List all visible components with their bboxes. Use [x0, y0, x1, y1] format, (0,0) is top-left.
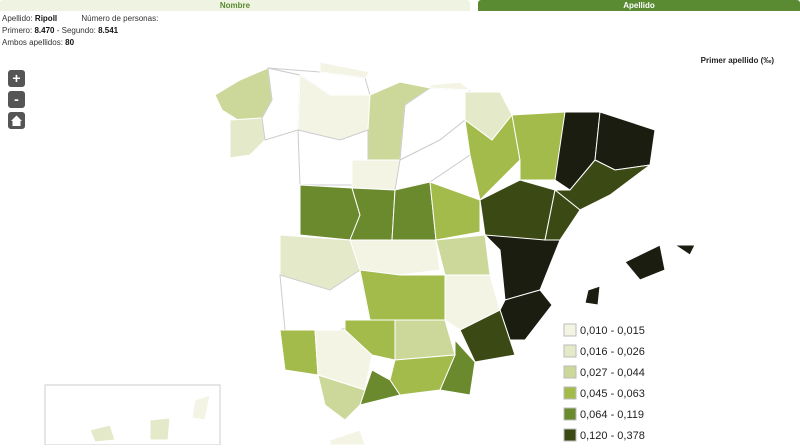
- province[interactable]: [279, 329, 319, 376]
- legend-swatch: [563, 407, 577, 421]
- legend-label: 0,010 - 0,015: [580, 325, 645, 337]
- province[interactable]: [191, 394, 211, 421]
- legend-swatch: [563, 344, 577, 358]
- tab[interactable]: Nombre: [0, 0, 470, 11]
- province[interactable]: [511, 111, 566, 181]
- legend-label: 0,045 - 0,063: [580, 388, 645, 400]
- legend-label: 0,064 - 0,119: [580, 409, 644, 421]
- province[interactable]: [391, 181, 437, 241]
- value: 8.470: [34, 26, 55, 35]
- value: Ripoll: [34, 14, 58, 23]
- province[interactable]: [314, 329, 373, 391]
- province[interactable]: [299, 184, 361, 241]
- legend-swatch: [563, 428, 577, 442]
- legend-title: Primer apellido (‰): [700, 56, 774, 65]
- province[interactable]: [435, 234, 491, 276]
- home-button[interactable]: [8, 112, 25, 129]
- zoom-in[interactable]: +: [8, 70, 25, 87]
- label: Número de personas:: [81, 14, 159, 23]
- tab[interactable]: Apellido: [478, 0, 800, 11]
- value: 80: [65, 38, 75, 47]
- province[interactable]: [319, 61, 371, 79]
- label: Primero:: [2, 26, 33, 35]
- province[interactable]: [214, 67, 273, 121]
- provinces: [44, 61, 696, 445]
- label: - Segundo:: [56, 26, 96, 35]
- province[interactable]: [44, 384, 221, 445]
- info-line: Primero: 8.470 - Segundo: 8.541: [2, 26, 118, 35]
- province[interactable]: [89, 424, 116, 443]
- province[interactable]: [349, 239, 441, 276]
- province[interactable]: [149, 417, 171, 441]
- province[interactable]: [229, 117, 266, 159]
- info-line: Apellido: Ripoll Número de personas:: [2, 14, 158, 23]
- province[interactable]: [429, 181, 481, 241]
- legend: 0,010 - 0,015 0,016 - 0,026 0,027 - 0,044 0…: [563, 323, 645, 442]
- province[interactable]: [317, 374, 366, 421]
- province[interactable]: [459, 309, 516, 363]
- legend-label: 0,027 - 0,044: [580, 367, 645, 379]
- province[interactable]: [483, 234, 561, 301]
- province[interactable]: [329, 429, 366, 445]
- label: Ambos apellidos:: [2, 38, 63, 47]
- province[interactable]: [594, 111, 656, 171]
- province[interactable]: [553, 159, 651, 211]
- province[interactable]: [673, 244, 696, 256]
- value: 8.541: [98, 26, 119, 35]
- legend-label: 0,016 - 0,026: [580, 346, 645, 358]
- province[interactable]: [394, 319, 456, 361]
- legend-label: 0,120 - 0,378: [580, 430, 645, 442]
- legend-swatch: [563, 386, 577, 400]
- province[interactable]: [351, 159, 401, 191]
- info-line: Ambos apellidos: 80: [2, 38, 74, 47]
- legend-swatch: [563, 365, 577, 379]
- province[interactable]: [359, 269, 446, 321]
- province[interactable]: [389, 354, 456, 396]
- zoom-out[interactable]: -: [8, 91, 25, 108]
- legend-swatch: [563, 323, 577, 337]
- province[interactable]: [429, 81, 472, 91]
- province[interactable]: [624, 244, 666, 281]
- label: Apellido:: [2, 14, 33, 23]
- home-icon: [11, 115, 22, 126]
- province[interactable]: [439, 338, 476, 396]
- province[interactable]: [584, 285, 601, 306]
